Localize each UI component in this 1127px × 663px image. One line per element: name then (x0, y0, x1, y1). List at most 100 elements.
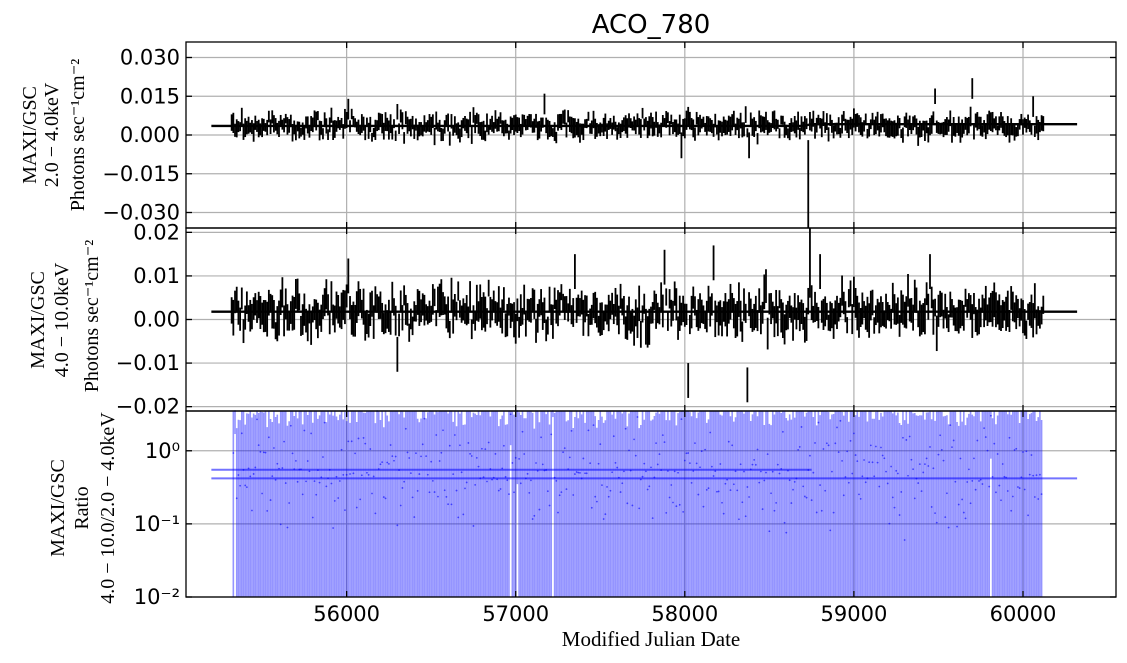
panel-ratio-ylabel-line1: MAXI/GSC (47, 459, 69, 557)
y-tick-label: 0.015 (120, 84, 180, 108)
data-point (700, 450, 703, 453)
data-point (976, 439, 979, 442)
data-point (462, 513, 465, 516)
data-point (751, 463, 754, 466)
data-point (670, 484, 673, 486)
panel-hard-band-ylabel-line2: 4.0 − 10.0keV (51, 262, 73, 377)
data-point (863, 459, 865, 461)
data-point (946, 492, 948, 495)
data-point (305, 480, 307, 483)
data-point (338, 480, 341, 482)
data-point (575, 471, 578, 473)
data-point (623, 470, 625, 473)
data-point (908, 435, 911, 438)
data-point (453, 434, 456, 436)
data-point (467, 442, 470, 444)
data-point (661, 434, 664, 437)
data-point (589, 462, 592, 465)
data-point (805, 496, 808, 499)
data-point (964, 517, 967, 520)
data-point (315, 493, 318, 496)
data-point (829, 529, 832, 532)
data-point (624, 427, 627, 430)
data-point (382, 496, 385, 498)
data-point (683, 459, 686, 462)
data-point (584, 472, 586, 475)
data-point (502, 444, 505, 447)
data-point (431, 479, 434, 482)
data-point (506, 479, 509, 482)
data-point (560, 491, 563, 494)
data-point (746, 486, 749, 488)
data-point (1000, 499, 1002, 502)
data-point (447, 503, 449, 506)
data-point (394, 455, 397, 458)
data-point (743, 470, 745, 473)
data-point (966, 481, 969, 483)
data-point (754, 463, 757, 466)
data-point (854, 454, 857, 456)
data-point (697, 493, 700, 496)
data-point (366, 471, 368, 474)
data-point (330, 482, 333, 485)
data-point (237, 474, 240, 476)
data-point (853, 432, 855, 435)
data-point (535, 462, 537, 464)
data-point (359, 498, 362, 501)
data-point (768, 530, 771, 533)
data-point (1003, 475, 1006, 478)
data-point (521, 430, 524, 433)
data-point (710, 465, 713, 468)
data-point (541, 463, 544, 466)
data-point (788, 479, 791, 482)
data-point (969, 502, 972, 505)
data-point (362, 437, 365, 439)
data-point (650, 466, 652, 469)
x-tick-label: 56000 (313, 602, 380, 626)
x-tick-label: 58000 (651, 602, 718, 626)
data-point (357, 437, 360, 440)
data-point (719, 463, 722, 465)
data-point (638, 507, 641, 510)
data-point (847, 481, 850, 484)
data-point (352, 472, 355, 475)
data-point (859, 497, 862, 500)
data-point (765, 471, 767, 474)
data-point (262, 451, 265, 454)
data-point (707, 487, 710, 490)
data-point (548, 504, 551, 507)
data-point (709, 431, 712, 434)
data-point (318, 481, 321, 484)
data-point (587, 429, 590, 432)
data-point (273, 447, 275, 449)
data-point (957, 503, 960, 506)
data-point (1018, 487, 1021, 489)
panel-ratio-ylabel-line3: 4.0 − 10.0/2.0 − 4.0keV (97, 412, 119, 604)
data-point (775, 501, 778, 504)
data-point (486, 480, 488, 483)
data-point (1027, 514, 1029, 517)
data-point (322, 456, 324, 458)
data-point (519, 482, 522, 485)
data-point (699, 466, 701, 469)
data-point (905, 439, 908, 441)
data-point (408, 457, 411, 459)
data-point (756, 448, 759, 451)
data-point (296, 480, 299, 483)
data-point (386, 461, 389, 464)
data-point (868, 461, 871, 464)
data-point (252, 473, 255, 475)
data-point (469, 452, 471, 455)
panel-hard-band-ylabel-line3: Photons sec⁻¹cm⁻² (81, 240, 103, 393)
data-point (781, 430, 784, 433)
data-point (257, 444, 260, 447)
data-point (563, 447, 566, 450)
data-point (851, 472, 854, 475)
data-point (934, 512, 936, 515)
data-point (705, 488, 708, 491)
data-point (494, 453, 497, 455)
data-point (634, 454, 637, 457)
data-point (704, 448, 707, 451)
data-point (678, 503, 681, 506)
